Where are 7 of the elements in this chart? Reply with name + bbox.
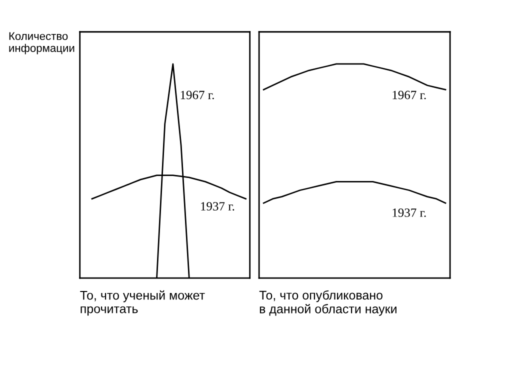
x-axis-title: То, что ученый может прочитать: [80, 290, 205, 316]
series-label: 1937 г.: [201, 202, 234, 211]
series-label: 1967 г.: [392, 90, 426, 100]
y-axis-title: Количество информации: [9, 32, 74, 54]
series-label: 1937 г.: [392, 208, 426, 217]
x-axis-title: То, что опубликовано в данной области науки: [259, 290, 396, 316]
series-label: 1967 г.: [180, 90, 214, 100]
